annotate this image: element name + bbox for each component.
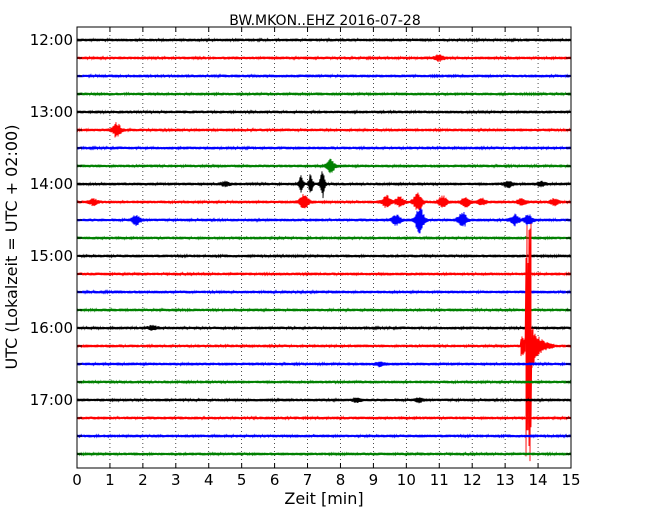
trace-1315 <box>76 122 572 138</box>
trace-1645 <box>76 379 572 385</box>
x-axis-ticks: 0 1 2 3 4 5 6 7 8 9 10 11 12 13 14 15 <box>72 27 581 489</box>
y-axis-label: UTC (Lokalzeit = UTC + 02:00) <box>2 125 21 370</box>
x-tick-label: 1 <box>105 471 115 489</box>
plot-frame <box>76 26 572 469</box>
trace-1630 <box>76 361 572 368</box>
y-tick-label: 16:00 <box>30 319 73 337</box>
trace-1515 <box>76 271 572 277</box>
trace-1345 <box>76 158 572 174</box>
trace-1600 <box>76 324 572 331</box>
y-tick-label: 17:00 <box>30 391 73 409</box>
x-tick-label: 9 <box>369 471 379 489</box>
y-tick-label: 13:00 <box>30 103 73 121</box>
x-tick-label: 13 <box>496 471 515 489</box>
x-tick-label: 8 <box>336 471 346 489</box>
trace-1730 <box>76 433 572 439</box>
y-tick-label: 12:00 <box>30 31 73 49</box>
x-tick-label: 15 <box>561 471 580 489</box>
x-tick-label: 3 <box>171 471 181 489</box>
y-axis-ticks: 12:00 13:00 14:00 15:00 16:00 17:00 <box>30 31 571 455</box>
trace-1745 <box>76 451 572 457</box>
x-tick-label: 6 <box>270 471 280 489</box>
x-tick-label: 10 <box>397 471 416 489</box>
x-tick-label: 2 <box>138 471 148 489</box>
x-tick-label: 12 <box>463 471 482 489</box>
x-tick-label: 4 <box>204 471 214 489</box>
trace-1615 <box>76 223 572 462</box>
trace-1215 <box>76 54 572 63</box>
trace-1330 <box>76 145 572 151</box>
trace-1245 <box>76 91 572 97</box>
x-tick-label: 14 <box>529 471 548 489</box>
x-tick-label: 0 <box>72 471 82 489</box>
trace-1430 <box>76 208 572 234</box>
x-tick-label: 7 <box>303 471 313 489</box>
x-tick-label: 11 <box>430 471 449 489</box>
trace-1500 <box>76 253 572 259</box>
chart-title: BW.MKON..EHZ 2016-07-28 <box>229 13 420 29</box>
x-tick-label: 5 <box>237 471 247 489</box>
trace-1300 <box>76 109 572 115</box>
trace-1200 <box>76 37 572 43</box>
trace-1400 <box>76 171 572 199</box>
trace-1530 <box>76 289 572 295</box>
grid-lines <box>109 27 539 468</box>
seismogram-traces <box>76 37 572 462</box>
x-axis-label: Zeit [min] <box>284 489 363 508</box>
y-tick-label: 14:00 <box>30 175 73 193</box>
trace-1445 <box>76 235 572 241</box>
trace-1230 <box>76 73 572 79</box>
trace-1545 <box>76 307 572 313</box>
y-tick-label: 15:00 <box>30 247 73 265</box>
trace-1715 <box>76 415 572 421</box>
trace-1415 <box>76 192 572 211</box>
trace-1700 <box>76 397 572 404</box>
